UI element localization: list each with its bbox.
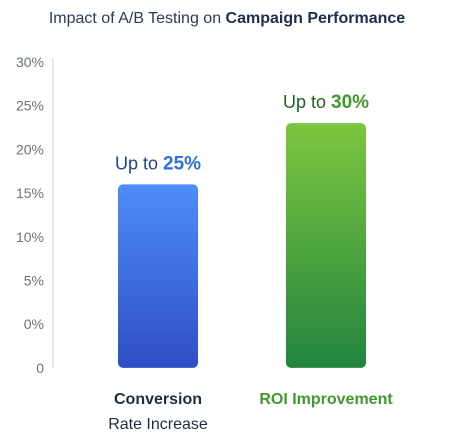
data-label-prefix: Up to	[115, 153, 163, 173]
data-label-number: 30%	[331, 92, 369, 113]
bars-group: Up to 25% Conversion Rate Increase Up to 30…	[108, 92, 393, 433]
y-tick-label: 15%	[16, 185, 44, 201]
y-tick-label: 0	[36, 360, 44, 376]
y-tick-label: 30%	[16, 54, 44, 70]
y-tick-label: 10%	[16, 229, 44, 245]
chart-title: Impact of A/B Testing on Campaign Perfor…	[49, 10, 405, 27]
category-label-conversion-line2: Rate Increase	[108, 416, 208, 433]
category-label-roi-improvement: ROI Improvement	[259, 391, 393, 408]
chart-title-emphasis: Campaign Performance	[226, 10, 406, 27]
y-tick-label: 20%	[16, 141, 44, 157]
data-label-conversion: Up to 25%	[115, 153, 201, 174]
data-label-prefix: Up to	[283, 92, 331, 112]
y-axis: 0 0% 5% 10% 15% 20% 25% 30%	[16, 54, 54, 376]
chart-title-prefix: Impact of A/B Testing on	[49, 10, 226, 27]
data-label-number: 25%	[163, 153, 201, 174]
bar-conversion	[118, 184, 198, 368]
bar-roi-improvement	[286, 123, 366, 368]
data-label-roi-improvement: Up to 30%	[283, 92, 369, 113]
category-label-conversion: Conversion	[114, 391, 202, 408]
y-tick-label: 5%	[24, 273, 44, 289]
y-tick-label: 0%	[24, 316, 44, 332]
y-tick-label: 25%	[16, 98, 44, 114]
